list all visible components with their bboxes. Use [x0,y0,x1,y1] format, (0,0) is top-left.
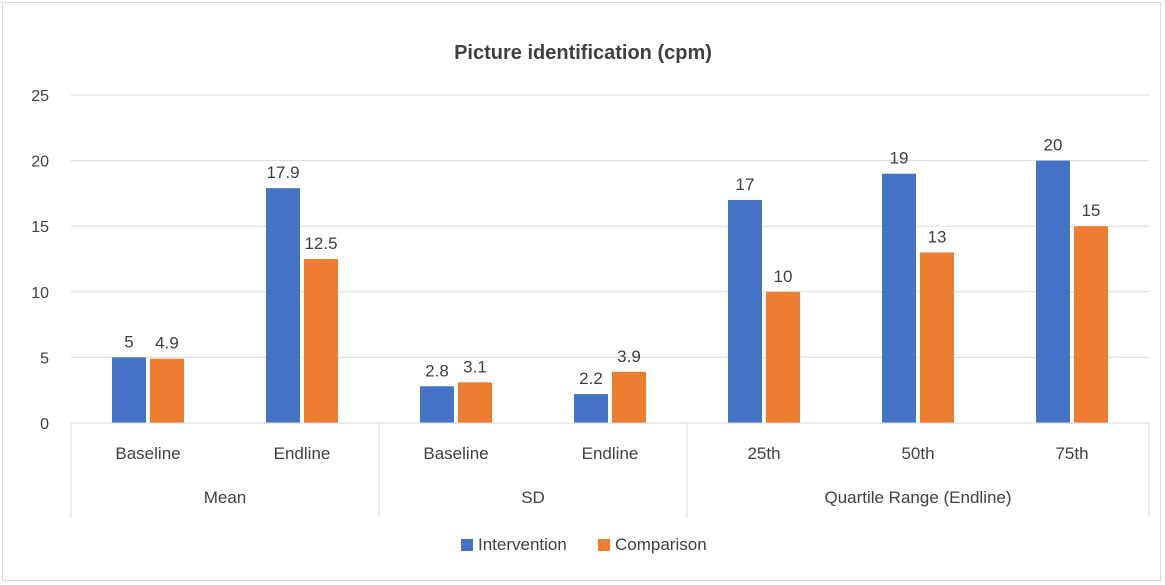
y-tick-label: 20 [31,154,49,171]
bar-chart: Picture identification (cpm) 0510152025 … [31,42,1150,554]
x-tick-label: 50th [901,444,934,463]
x-tick-label: 25th [747,444,780,463]
y-tick-label: 0 [40,416,49,433]
y-axis-ticks: 0 5 10 15 20 25 [31,88,49,433]
data-label: 13 [928,227,947,246]
bar-comparison [920,252,954,423]
data-label: 17.9 [266,163,299,182]
x-tick-label: Endline [274,444,331,463]
y-tick-label: 5 [40,350,49,367]
y-tick-label: 15 [31,219,49,236]
data-label: 19 [890,149,909,168]
data-label: 3.9 [617,347,641,366]
bar-intervention [574,394,608,423]
bar-comparison [612,371,646,423]
data-label: 5 [124,332,133,351]
data-label: 3.1 [463,357,487,376]
legend-label: Comparison [615,535,707,554]
legend-label: Intervention [478,535,567,554]
data-label: 4.9 [155,334,179,353]
bar-intervention [266,188,300,423]
legend: Intervention Comparison [461,535,707,554]
chart-title: Picture identification (cpm) [454,42,712,64]
y-tick-label: 25 [31,88,49,105]
bar-intervention [420,386,454,423]
y-tick-label: 10 [31,285,49,302]
bar-intervention [728,199,762,423]
bar-comparison [1074,226,1108,423]
gridlines [71,94,1149,358]
group-label: SD [521,488,545,507]
bars [112,160,1108,423]
bar-intervention [1036,160,1070,423]
group-label: Quartile Range (Endline) [824,488,1011,507]
bar-intervention [882,173,916,423]
x-axis: Baseline Endline Baseline Endline 25th 50th 75… [70,422,1150,518]
legend-swatch [598,539,610,551]
bar-comparison [766,291,800,423]
data-label: 10 [774,267,793,286]
data-label: 2.8 [425,361,449,380]
bar-comparison [150,358,184,423]
data-label: 12.5 [304,234,337,253]
bar-intervention [112,357,146,423]
legend-swatch [461,539,473,551]
bar-comparison [304,259,338,423]
x-tick-label: Baseline [115,444,180,463]
data-labels: 5 4.9 17.9 12.5 2.8 3.1 2.2 3.9 17 10 19 13 20 15 [124,136,1100,389]
x-tick-label: Endline [582,444,639,463]
group-label: Mean [204,488,247,507]
data-label: 15 [1082,201,1101,220]
x-tick-label: Baseline [423,444,488,463]
data-label: 2.2 [579,369,603,388]
data-label: 17 [736,175,755,194]
x-tick-label: 75th [1055,444,1088,463]
bar-comparison [458,382,492,423]
data-label: 20 [1044,136,1063,155]
